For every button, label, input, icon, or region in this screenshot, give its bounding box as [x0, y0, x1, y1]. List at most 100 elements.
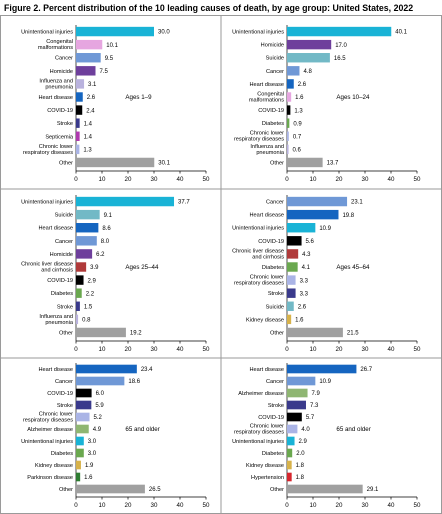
- data-label: 3.0: [88, 439, 97, 445]
- data-label: 1.3: [294, 108, 303, 114]
- category-label: Other: [270, 487, 284, 493]
- bar: [76, 79, 85, 89]
- bar: [76, 472, 81, 482]
- category-label: Chronic liver disease and cirrhosis: [21, 261, 73, 273]
- bar: [287, 424, 298, 434]
- data-label: 7.3: [310, 403, 319, 409]
- category-label: Other: [59, 160, 73, 166]
- x-tick-label: 40: [177, 176, 184, 183]
- data-label: 2.6: [87, 95, 96, 101]
- category-label: Chronic lower respiratory diseases: [234, 423, 284, 435]
- category-label: Heart disease: [38, 367, 73, 373]
- x-tick-label: 50: [203, 176, 210, 183]
- bar: [287, 144, 289, 155]
- category-label: Congenital malformations: [38, 39, 73, 51]
- data-label: 0.7: [293, 134, 302, 140]
- bar: [287, 460, 292, 470]
- category-label: Suicide: [266, 56, 284, 62]
- chart-grid: 0 10 20 30 40 50 Unintentional injuries 30.0 Con…: [0, 15, 442, 514]
- bar: [287, 364, 357, 374]
- category-label: Homicide: [50, 252, 73, 258]
- data-label: 19.2: [130, 331, 142, 337]
- age-group-label: 65 and older: [336, 426, 370, 433]
- category-label: COVID-19: [47, 391, 73, 397]
- data-label: 2.6: [298, 304, 307, 310]
- category-label: Unintentional injuries: [232, 226, 284, 232]
- data-label: 6.0: [96, 391, 105, 397]
- x-tick-label: 10: [310, 176, 317, 183]
- category-label: Influenza and pneumonia: [39, 78, 73, 90]
- bar: [76, 26, 154, 37]
- bar: [287, 301, 294, 311]
- bar: [287, 39, 332, 50]
- bar: [76, 53, 101, 63]
- category-label: Unintentional injuries: [21, 30, 73, 36]
- bar: [287, 388, 308, 398]
- bar: [76, 460, 81, 470]
- bar: [76, 262, 87, 272]
- x-tick-label: 0: [74, 502, 78, 509]
- category-label: Other: [59, 330, 73, 336]
- bar: [76, 376, 125, 386]
- bar: [76, 223, 99, 233]
- bar: [76, 327, 126, 338]
- bar: [76, 364, 137, 374]
- data-label: 21.5: [347, 331, 359, 337]
- data-label: 1.4: [84, 121, 93, 127]
- data-label: 1.8: [296, 475, 305, 481]
- category-label: Other: [270, 160, 284, 166]
- category-label: Diabetes: [262, 451, 284, 457]
- chart-panel: 0 10 20 30 40 50 Cancer 23.1 Heart disease 19.8 Un…: [232, 195, 421, 353]
- bar: [287, 327, 343, 338]
- bar: [76, 118, 80, 128]
- category-label: Unintentional injuries: [232, 30, 284, 36]
- data-label: 3.0: [88, 451, 97, 457]
- bar: [287, 105, 291, 115]
- data-label: 10.1: [106, 43, 118, 49]
- category-label: Homicide: [261, 43, 284, 49]
- data-label: 30.0: [158, 30, 170, 36]
- category-label: Cancer: [55, 56, 73, 62]
- data-label: 1.8: [296, 463, 305, 469]
- category-label: Heart disease: [249, 213, 284, 219]
- category-label: Influenza and pneumonia: [39, 314, 73, 326]
- category-label: Chronic lower respiratory diseases: [23, 144, 73, 156]
- bar: [287, 262, 298, 272]
- x-tick-label: 30: [151, 176, 158, 183]
- data-label: 29.1: [367, 487, 379, 493]
- category-label: Unintentional injuries: [232, 439, 284, 445]
- chart-panel: 0 10 20 30 40 50 Heart disease 23.4 Cancer 18.6 CO…: [21, 363, 210, 509]
- data-label: 4.3: [302, 252, 311, 258]
- x-tick-label: 0: [285, 346, 289, 353]
- x-tick-label: 0: [285, 502, 289, 509]
- bar: [76, 92, 83, 102]
- category-label: Cancer: [55, 379, 73, 385]
- age-group-label: 65 and older: [125, 426, 159, 433]
- x-tick-label: 50: [414, 176, 421, 183]
- bar: [287, 472, 292, 482]
- bar: [287, 400, 306, 410]
- figure-frame: 0 10 20 30 40 50 Unintentional injuries 30.0 Con…: [0, 15, 442, 514]
- data-label: 7.9: [312, 391, 321, 397]
- data-label: 2.6: [298, 82, 307, 88]
- category-label: Diabetes: [262, 121, 284, 127]
- bar: [76, 236, 97, 246]
- category-label: Stroke: [268, 403, 284, 409]
- bar: [287, 275, 296, 285]
- category-label: Diabetes: [51, 291, 73, 297]
- data-label: 4.8: [303, 69, 312, 75]
- data-label: 2.0: [296, 451, 305, 457]
- bar: [76, 424, 89, 434]
- data-label: 1.5: [84, 304, 93, 310]
- category-label: Cancer: [266, 69, 284, 75]
- data-label: 1.6: [295, 318, 304, 324]
- category-label: Diabetes: [262, 265, 284, 271]
- x-tick-label: 40: [388, 346, 395, 353]
- data-label: 7.5: [100, 69, 109, 75]
- x-tick-label: 30: [362, 346, 369, 353]
- data-label: 26.5: [149, 487, 161, 493]
- bar: [287, 448, 293, 458]
- bar: [287, 412, 302, 422]
- x-tick-label: 50: [203, 502, 210, 509]
- x-tick-label: 0: [74, 346, 78, 353]
